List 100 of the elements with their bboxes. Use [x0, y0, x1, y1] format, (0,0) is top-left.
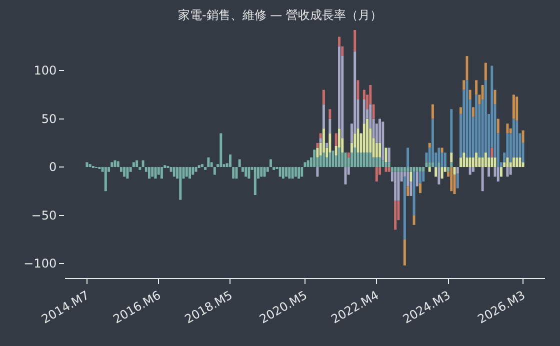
bar — [375, 157, 378, 168]
bar — [326, 142, 328, 148]
bar — [434, 167, 438, 177]
bar — [366, 152, 369, 168]
bar — [438, 162, 440, 168]
bar — [412, 172, 416, 216]
bar — [384, 148, 388, 162]
bar — [444, 152, 446, 168]
bar — [179, 167, 182, 200]
bar — [148, 167, 150, 179]
bar — [322, 104, 325, 128]
bar — [116, 161, 120, 168]
bar — [291, 167, 294, 179]
bar — [481, 167, 484, 192]
bar — [382, 160, 384, 168]
bar — [472, 167, 474, 172]
bar — [278, 167, 282, 177]
bar — [319, 133, 322, 138]
bar — [516, 96, 518, 121]
bar — [397, 167, 400, 172]
bar — [366, 118, 369, 153]
bar — [185, 167, 188, 177]
bar — [440, 148, 444, 153]
bar — [338, 148, 341, 168]
bar — [235, 167, 238, 179]
bar — [394, 172, 397, 201]
bar — [316, 142, 319, 148]
bar — [440, 167, 444, 179]
bar — [419, 172, 422, 184]
bar — [410, 172, 412, 182]
bar — [126, 167, 129, 179]
bar — [238, 159, 241, 168]
bar — [388, 167, 390, 172]
bar — [157, 167, 160, 175]
bar — [172, 167, 176, 177]
bar — [304, 162, 306, 168]
bar — [506, 167, 509, 177]
bar — [154, 167, 157, 179]
bar — [269, 159, 272, 168]
bar — [428, 162, 431, 168]
bar — [516, 157, 518, 168]
bar — [384, 167, 388, 172]
bar — [360, 152, 362, 168]
bar — [372, 104, 375, 119]
bar — [403, 176, 406, 240]
bar — [438, 167, 440, 184]
bar — [160, 167, 163, 179]
bar — [416, 172, 418, 186]
bar — [334, 133, 338, 146]
bar — [132, 162, 135, 168]
bar — [316, 167, 319, 177]
bar — [468, 157, 472, 168]
bar — [220, 133, 222, 168]
bar — [488, 167, 490, 177]
bar — [472, 107, 474, 117]
bar — [518, 157, 522, 168]
bar — [138, 167, 142, 170]
bar — [151, 167, 154, 177]
bar — [468, 167, 472, 175]
bar — [328, 109, 332, 119]
bar — [194, 167, 198, 172]
bar — [431, 104, 434, 119]
bar — [494, 157, 496, 168]
bar — [410, 167, 412, 172]
bar — [263, 167, 266, 177]
bar — [207, 157, 210, 168]
bar — [192, 167, 194, 175]
bar — [456, 174, 459, 188]
bar — [313, 150, 316, 168]
bar — [213, 167, 216, 175]
bar — [328, 152, 332, 168]
bar — [453, 167, 456, 175]
bar — [375, 167, 378, 182]
bar — [394, 167, 397, 172]
bar — [419, 183, 422, 194]
bar — [419, 167, 422, 172]
bar — [406, 148, 410, 168]
bar — [456, 167, 459, 174]
bar — [447, 167, 450, 172]
bar — [460, 107, 462, 114]
bar — [394, 200, 397, 230]
y-tick-label: 50 — [41, 112, 57, 126]
bar — [354, 148, 356, 168]
bar — [468, 90, 472, 100]
y-tick-label: 0 — [48, 160, 57, 174]
bar — [142, 160, 144, 168]
bar — [412, 215, 416, 225]
bar — [282, 167, 284, 179]
bar — [378, 157, 381, 168]
bar — [341, 46, 344, 56]
bar — [490, 148, 494, 158]
bar — [490, 157, 494, 168]
bar — [86, 162, 88, 168]
bar — [466, 56, 468, 80]
chart-title: 家電-銷售、維修 — 營收成長率（月） — [178, 8, 382, 22]
bar — [388, 162, 390, 168]
bar — [412, 167, 416, 172]
bar — [516, 120, 518, 158]
bar — [475, 80, 478, 95]
bar — [229, 154, 232, 168]
